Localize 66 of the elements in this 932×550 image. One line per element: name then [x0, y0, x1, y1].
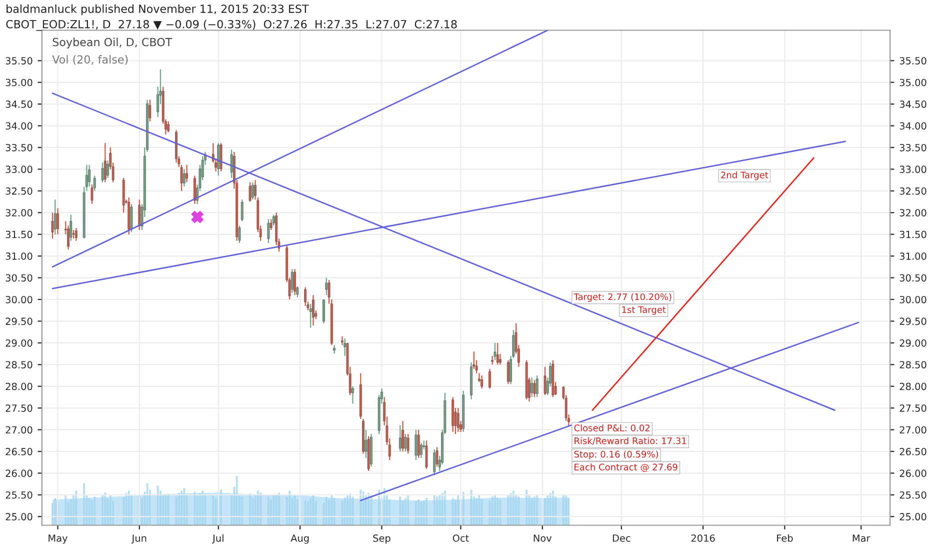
- text: 27.50: [900, 404, 926, 412]
- text: 29.50: [900, 318, 926, 326]
- text: 35.00: [900, 78, 926, 86]
- x-tick-label: Jun: [131, 534, 146, 544]
- x-tick-label: Mar: [852, 534, 870, 542]
- x-tick-label: Sep: [373, 534, 390, 544]
- y-tick-label: 28.00: [6, 382, 32, 390]
- annotation: Each Contract @ 27.69: [574, 463, 678, 472]
- text: 33.50: [900, 144, 926, 152]
- annotation: CBOT_EOD:ZL1!, D 27.18 ▼ −0.09 (−0.33%) O:27.26 H:27.35 L:27.07 C:27.18: [6, 20, 457, 31]
- y-tick-label: 35.50: [6, 57, 32, 64]
- y-tick-label: 27.50: [6, 404, 32, 412]
- annotation: 2nd Target: [721, 171, 768, 180]
- x-tick-label: Aug: [290, 534, 309, 544]
- text: 26.50: [900, 448, 926, 456]
- x-tick-label: May: [48, 534, 68, 544]
- annotation: 1st Target: [622, 306, 666, 315]
- x-tick-label: Jul: [212, 534, 224, 544]
- text: 29.00: [900, 339, 926, 347]
- text: 34.00: [900, 122, 926, 130]
- y-tick-label: 32.50: [6, 187, 32, 195]
- x-tick-label: Oct: [452, 534, 469, 542]
- text: 34.50: [900, 100, 926, 108]
- text: 25.00: [900, 513, 926, 520]
- y-tick-label: 28.50: [6, 361, 32, 368]
- x-tick-label: 2016: [691, 534, 715, 542]
- y-tick-label: 30.00: [6, 296, 32, 304]
- text: Vol (20, false): [52, 55, 128, 65]
- y-tick-label: 34.00: [6, 122, 32, 130]
- y-tick-label: 26.00: [6, 470, 32, 477]
- y-tick-label: 32.00: [6, 209, 32, 216]
- text: Soybean Oil, D, CBOT: [52, 38, 172, 48]
- text: baldmanluck published November 11, 2015 20:33 EST: [6, 4, 309, 16]
- text: 33.00: [900, 166, 926, 174]
- y-tick-label: 34.50: [6, 100, 32, 108]
- text: 25.50: [900, 491, 926, 499]
- y-tick-label: 25.50: [6, 491, 32, 499]
- y-tick-label: 35.00: [6, 78, 32, 86]
- y-tick-label: 27.00: [6, 426, 32, 434]
- y-tick-label: 29.00: [6, 339, 32, 347]
- x-tick-label: Feb: [777, 534, 793, 542]
- text: 31.00: [900, 252, 926, 260]
- x-tick-label: Nov: [534, 534, 552, 542]
- text: 28.00: [900, 382, 926, 390]
- text: 28.50: [900, 361, 926, 368]
- y-tick-label: 33.50: [6, 144, 32, 152]
- annotation: Stop: 0.16 (0.59%): [574, 450, 658, 460]
- text: 26.00: [900, 470, 926, 477]
- y-tick-label: 31.50: [6, 230, 32, 238]
- annotation: Risk/Reward Ratio: 17.31: [574, 437, 686, 445]
- text: 30.50: [900, 274, 926, 282]
- text: 32.00: [900, 209, 926, 216]
- y-tick-label: 29.50: [6, 318, 32, 326]
- annotation: Closed P&L: 0.02: [574, 424, 650, 432]
- y-tick-label: 25.00: [6, 513, 32, 520]
- y-tick-label: 33.00: [6, 166, 32, 174]
- text: 32.50: [900, 187, 926, 195]
- x-tick-label: Dec: [612, 534, 630, 542]
- y-tick-label: 30.50: [6, 274, 32, 282]
- y-tick-label: 26.50: [6, 448, 32, 456]
- text: 30.00: [900, 296, 926, 304]
- text: 27.00: [900, 426, 926, 434]
- text: 35.50: [900, 57, 926, 64]
- y-tick-label: 31.00: [6, 252, 32, 260]
- annotation: Target: 2.77 (10.20%): [574, 293, 672, 302]
- text: 31.50: [900, 230, 926, 238]
